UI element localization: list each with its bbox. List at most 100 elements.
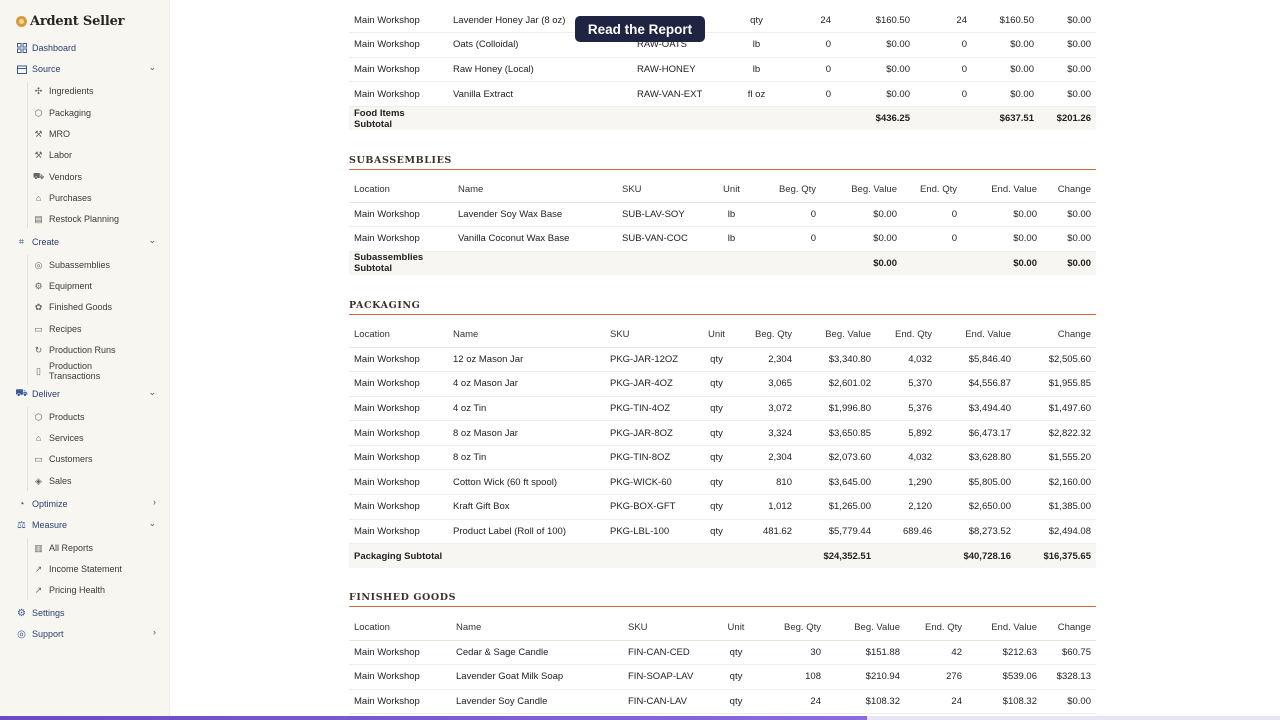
column-header-name[interactable]: Name: [448, 323, 605, 348]
nav-dashboard-label: Dashboard: [32, 43, 77, 53]
nav-source[interactable]: Source ⌄: [16, 62, 156, 76]
chevron-right-icon[interactable]: ›: [153, 627, 156, 637]
sidebar-item-services[interactable]: ⌂ Services: [33, 431, 158, 445]
chevron-right-icon[interactable]: ›: [153, 497, 156, 507]
cell-name: Cotton Wick (60 ft spool): [448, 469, 605, 496]
nav-create[interactable]: ⌗ Create ⌄: [16, 235, 156, 249]
nav-settings[interactable]: ⚙ Settings: [16, 606, 156, 620]
column-header-beg-qty[interactable]: Beg. Qty: [734, 323, 797, 348]
cell-change: $1,385.00: [1016, 494, 1096, 520]
brand[interactable]: Ardent Seller: [16, 14, 125, 29]
sidebar-item-ingredients[interactable]: ✣ Ingredients: [33, 84, 158, 98]
cell-end-qty: 689.46: [876, 519, 937, 545]
column-header-beg-value[interactable]: Beg. Value: [797, 323, 876, 348]
nav-measure[interactable]: ⚖ Measure ⌄: [16, 518, 156, 532]
sidebar-item-sales[interactable]: ◈ Sales: [33, 474, 158, 488]
document-icon: ▯: [36, 365, 41, 376]
column-header-beg-qty[interactable]: Beg. Qty: [750, 178, 821, 203]
cell-name: 4 oz Tin: [448, 396, 605, 422]
cell-change: $1,555.20: [1016, 445, 1096, 471]
column-header-end-qty[interactable]: End. Qty: [902, 178, 962, 203]
nav-deliver[interactable]: ⛟ Deliver ⌄: [15, 387, 156, 401]
column-header-beg-value[interactable]: Beg. Value: [826, 616, 905, 641]
cell-beg-value: $3,650.85: [797, 420, 876, 446]
column-header-end-qty[interactable]: End. Qty: [876, 323, 937, 348]
column-header-end-value[interactable]: End. Value: [962, 178, 1042, 203]
column-header-location[interactable]: Location: [349, 178, 453, 203]
chevron-down-icon[interactable]: ⌄: [148, 235, 156, 245]
table-header-row: Location Name SKU Unit Beg. Qty Beg. Value End…: [349, 616, 1096, 641]
sidebar-item-label: Vendors: [49, 172, 83, 182]
subassemblies-table: Location Name SKU Unit Beg. Qty Beg. Value End…: [349, 178, 1096, 276]
column-header-unit[interactable]: Unit: [715, 616, 757, 641]
nav-dashboard[interactable]: Dashboard: [16, 41, 156, 55]
column-header-sku[interactable]: SKU: [617, 178, 713, 203]
column-header-end-value[interactable]: End. Value: [937, 323, 1016, 348]
cell-sku: PKG-TIN-4OZ: [605, 396, 699, 422]
nav-optimize[interactable]: ◔ Optimize ›: [16, 497, 156, 511]
table-row: Main Workshop Cedar & Sage Candle FIN-CAN-…: [349, 640, 1096, 666]
column-header-location[interactable]: Location: [349, 616, 451, 641]
truck-icon: ⛟: [15, 387, 28, 399]
box-icon: [16, 64, 27, 75]
sidebar-item-vendors[interactable]: ⛟ Vendors: [33, 170, 158, 184]
sidebar-item-customers[interactable]: ▭ Customers: [33, 452, 158, 466]
column-header-unit[interactable]: Unit: [713, 178, 750, 203]
sidebar-item-packaging[interactable]: ⬡ Packaging: [33, 106, 158, 120]
subtotal-empty-cell: [713, 251, 750, 276]
sidebar-item-equipment[interactable]: ⚙ Equipment: [33, 279, 158, 293]
column-header-sku[interactable]: SKU: [605, 323, 699, 348]
sidebar-item-products[interactable]: ⬡ Products: [33, 410, 158, 424]
table-row: Main Workshop Vanilla Extract RAW-VAN-EXT f…: [349, 81, 1096, 107]
sidebar-item-label: Customers: [49, 454, 93, 464]
chevron-down-icon[interactable]: ⌄: [148, 387, 156, 397]
cell-sku: PKG-LBL-100: [605, 519, 699, 545]
video-progress-bar[interactable]: [0, 716, 1280, 720]
cell-unit: qty: [699, 347, 734, 373]
cell-name: Vanilla Extract: [448, 81, 632, 107]
sidebar-item-restock-planning[interactable]: ▤ Restock Planning: [33, 212, 158, 226]
column-header-name[interactable]: Name: [451, 616, 623, 641]
cell-beg-value: $3,645.00: [797, 469, 876, 496]
cell-change: $328.13: [1042, 664, 1096, 690]
subtotal-empty-cell: [453, 251, 617, 276]
sidebar-item-income-statement[interactable]: ↗ Income Statement: [33, 562, 158, 576]
sidebar-item-mro[interactable]: ⚒ MRO: [33, 127, 158, 141]
column-header-end-value[interactable]: End. Value: [967, 616, 1042, 641]
column-header-end-qty[interactable]: End. Qty: [905, 616, 967, 641]
column-header-change[interactable]: Change: [1016, 323, 1096, 348]
sidebar-item-production-runs[interactable]: ↻ Production Runs: [33, 343, 158, 357]
column-header-location[interactable]: Location: [349, 323, 448, 348]
sidebar-item-finished-goods[interactable]: ✿ Finished Goods: [33, 300, 158, 314]
sidebar-item-recipes[interactable]: ▭ Recipes: [33, 322, 158, 336]
column-header-sku[interactable]: SKU: [623, 616, 715, 641]
column-header-unit[interactable]: Unit: [699, 323, 734, 348]
sidebar-item-purchases[interactable]: ⌂ Purchases: [33, 191, 158, 205]
chevron-down-icon[interactable]: ⌄: [148, 62, 156, 72]
sidebar-item-labor[interactable]: ⚒ Labor: [33, 148, 158, 162]
column-header-beg-qty[interactable]: Beg. Qty: [757, 616, 826, 641]
column-header-change[interactable]: Change: [1042, 178, 1096, 203]
nav-support[interactable]: ◎ Support ›: [16, 627, 156, 641]
column-header-name[interactable]: Name: [453, 178, 617, 203]
cell-name: Kraft Gift Box: [448, 494, 605, 520]
sidebar-item-label: Services: [49, 433, 84, 443]
read-the-report-button[interactable]: Read the Report: [575, 16, 705, 42]
sidebar-item-all-reports[interactable]: ▥ All Reports: [33, 541, 158, 555]
cell-beg-value: $160.50: [836, 8, 915, 34]
cell-unit: fl oz: [728, 81, 785, 107]
cell-unit: lb: [713, 202, 750, 228]
cell-name: Raw Honey (Local): [448, 57, 632, 83]
cell-end-value: $0.00: [962, 202, 1042, 228]
column-header-change[interactable]: Change: [1042, 616, 1096, 641]
column-header-beg-value[interactable]: Beg. Value: [821, 178, 902, 203]
sidebar-item-subassemblies[interactable]: ◎ Subassemblies: [33, 258, 158, 272]
section-rule: [349, 606, 1096, 607]
sidebar-item-pricing-health[interactable]: ↗ Pricing Health: [33, 583, 158, 597]
create-icon: ⌗: [18, 236, 25, 248]
chevron-down-icon[interactable]: ⌄: [148, 518, 156, 528]
cell-beg-qty: 108: [757, 664, 826, 690]
cell-location: Main Workshop: [349, 32, 448, 58]
cell-end-qty: 0: [915, 81, 972, 107]
sidebar-item-production-transactions[interactable]: ▯ Production Transactions: [33, 360, 158, 382]
